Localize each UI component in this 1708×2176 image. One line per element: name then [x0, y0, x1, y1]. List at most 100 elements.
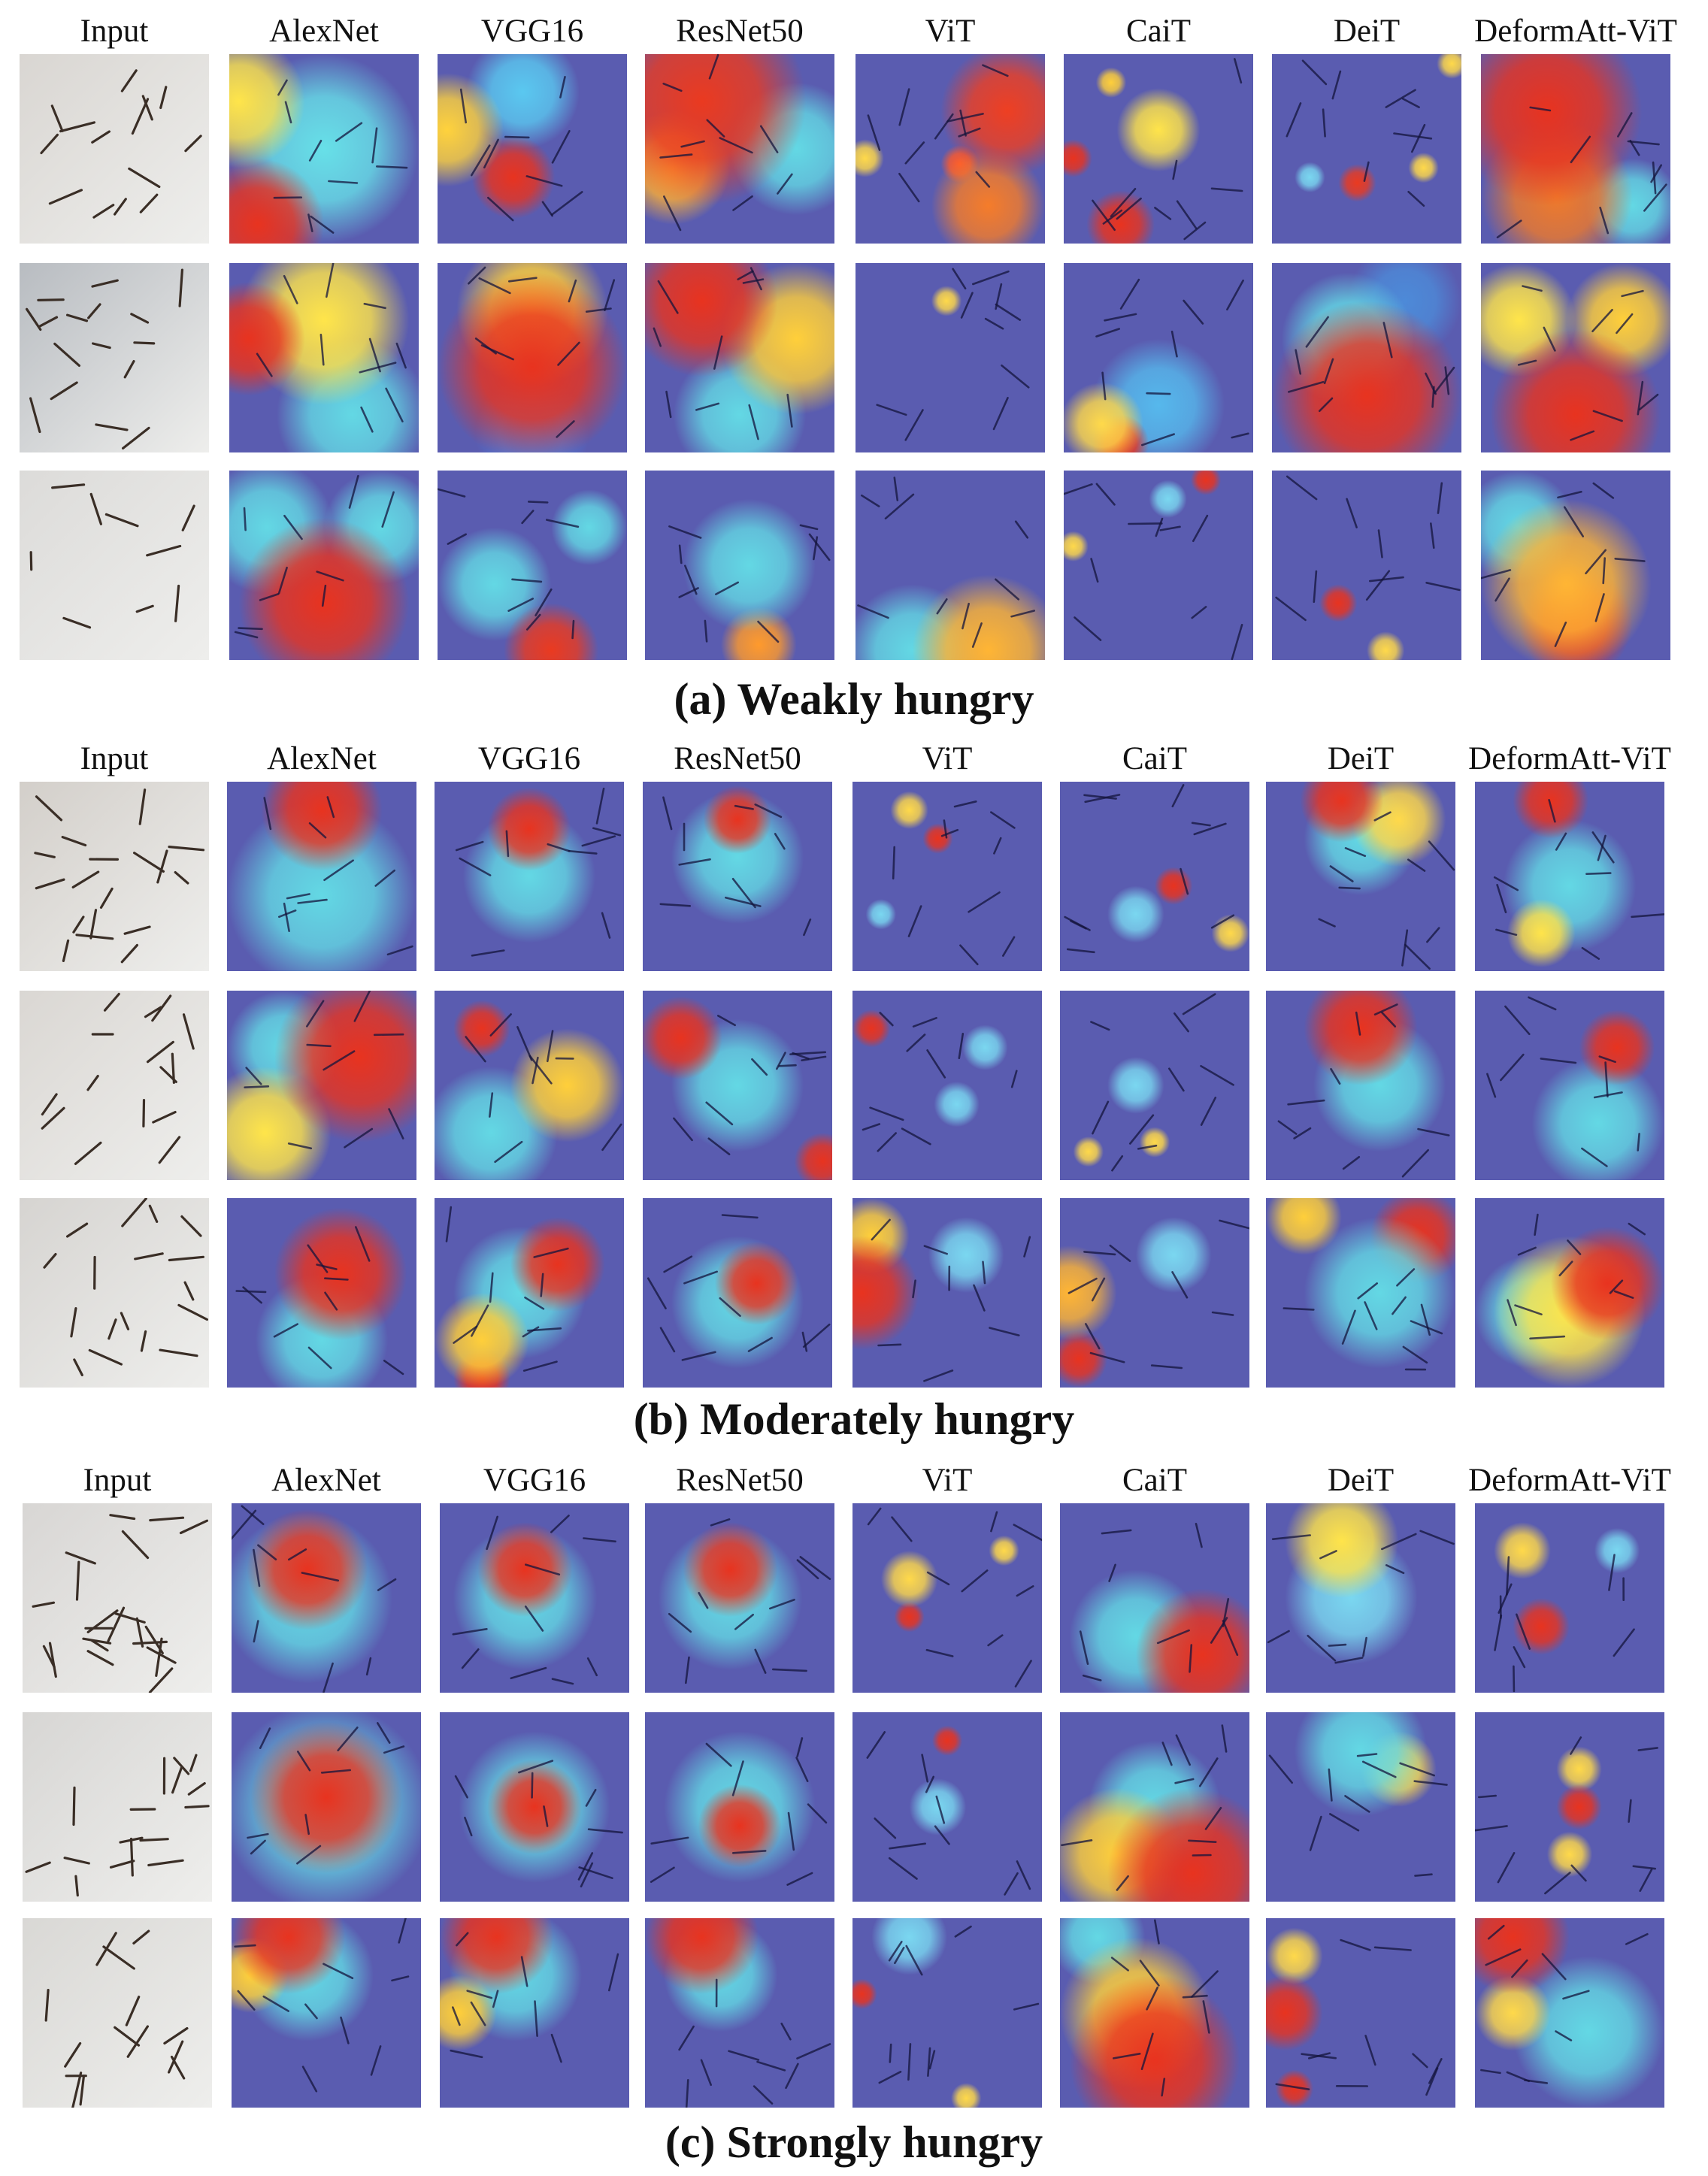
fish-mark — [778, 1064, 797, 1067]
fish-mark — [348, 474, 359, 509]
fish-mark — [808, 533, 831, 561]
fish-mark — [1346, 498, 1358, 528]
fish-mark — [478, 277, 511, 295]
fish-mark — [1637, 380, 1644, 416]
fish-mark — [1159, 525, 1181, 531]
fish-mark — [505, 830, 510, 858]
fish-mark — [1425, 582, 1461, 592]
fish-mark — [891, 1516, 913, 1542]
fish-mark — [72, 915, 85, 934]
fish-mark — [168, 845, 205, 852]
panel-caption: (a) Weakly hungry — [674, 674, 1034, 724]
fish-mark — [706, 119, 725, 138]
fish-mark — [73, 1358, 83, 1376]
fish-mark — [461, 1648, 480, 1669]
fish-mark — [698, 1592, 709, 1609]
fish-mark — [1496, 219, 1522, 239]
fish-mark — [898, 88, 910, 126]
fish-mark — [1413, 1780, 1448, 1786]
fish-mark — [971, 622, 983, 648]
fish-mark — [48, 1642, 57, 1678]
heatmap-image — [435, 782, 624, 971]
fish-mark — [518, 1760, 554, 1774]
fish-mark — [445, 1206, 453, 1242]
fish-mark — [1170, 330, 1178, 358]
fish-mark — [510, 1666, 547, 1680]
fish-mark — [556, 420, 575, 438]
fish-mark — [92, 204, 115, 219]
fish-mark — [685, 2079, 689, 2108]
fish-mark — [1222, 1620, 1239, 1656]
fish-mark — [1570, 1864, 1587, 1882]
fish-mark — [119, 1836, 144, 1844]
fish-mark — [1419, 1530, 1455, 1545]
fish-mark — [525, 1563, 561, 1576]
fish-mark — [262, 1996, 289, 2012]
fish-mark — [238, 627, 263, 631]
fish-mark — [134, 1252, 164, 1261]
column-header: Input — [80, 14, 149, 49]
fish-mark — [48, 189, 83, 205]
fish-mark — [383, 1360, 404, 1376]
fish-mark — [1340, 1938, 1371, 1951]
fish-mark — [253, 1620, 259, 1643]
fish-mark — [1341, 1309, 1356, 1345]
heatmap-image — [852, 991, 1042, 1180]
fish-mark — [1481, 569, 1512, 580]
fish-mark — [1154, 207, 1172, 220]
fish-mark — [1487, 1924, 1505, 1940]
fish-mark — [1119, 278, 1140, 310]
heatmap-image — [435, 1198, 624, 1388]
fish-mark — [869, 1106, 904, 1121]
fish-mark — [71, 870, 100, 888]
fish-mark — [522, 1326, 540, 1338]
fish-mark — [1434, 366, 1455, 395]
fish-mark — [324, 1277, 349, 1281]
fish-mark — [41, 1093, 58, 1116]
fish-mark — [990, 811, 1016, 829]
fish-mark — [1411, 123, 1426, 153]
column-header: ViT — [922, 741, 973, 776]
fish-mark — [474, 337, 497, 355]
fish-mark — [799, 524, 819, 531]
fish-mark — [1540, 1058, 1577, 1064]
fish-mark — [1493, 876, 1519, 891]
fish-mark — [323, 1963, 354, 1980]
fish-mark — [183, 1281, 195, 1301]
fish-mark — [151, 994, 172, 1022]
fish-mark — [1522, 285, 1543, 292]
fish-mark — [732, 195, 753, 211]
fish-mark — [747, 1336, 773, 1352]
fish-mark — [1591, 831, 1615, 864]
fish-mark — [1570, 135, 1591, 164]
fish-mark — [961, 1569, 989, 1593]
fish-mark — [665, 390, 672, 419]
fish-mark — [374, 869, 395, 887]
fish-mark — [668, 1612, 692, 1633]
fish-mark — [144, 1625, 164, 1654]
fish-mark — [323, 1050, 356, 1071]
fish-mark — [189, 1754, 198, 1772]
fish-mark — [135, 1617, 144, 1648]
column-header: CaiT — [1122, 1463, 1187, 1498]
fish-mark — [25, 1861, 51, 1873]
fish-mark — [975, 171, 991, 188]
fish-mark — [1161, 2078, 1166, 2097]
fish-mark — [653, 327, 662, 347]
fish-mark — [520, 1956, 528, 1987]
heatmap-image — [1060, 1712, 1249, 1902]
fish-mark — [1562, 1990, 1590, 2000]
fish-mark — [1092, 1100, 1110, 1135]
fish-mark — [1407, 190, 1425, 207]
fish-mark — [935, 1795, 946, 1824]
heatmap-image — [1475, 1918, 1664, 2108]
fish-mark — [1146, 1987, 1158, 2011]
fish-mark — [704, 619, 708, 643]
fish-mark — [38, 316, 59, 328]
fish-mark — [1597, 834, 1607, 861]
fish-mark — [301, 2066, 318, 2093]
fish-mark — [1182, 993, 1216, 1015]
fish-mark — [1168, 1067, 1185, 1092]
fish-mark — [1632, 1865, 1656, 1870]
